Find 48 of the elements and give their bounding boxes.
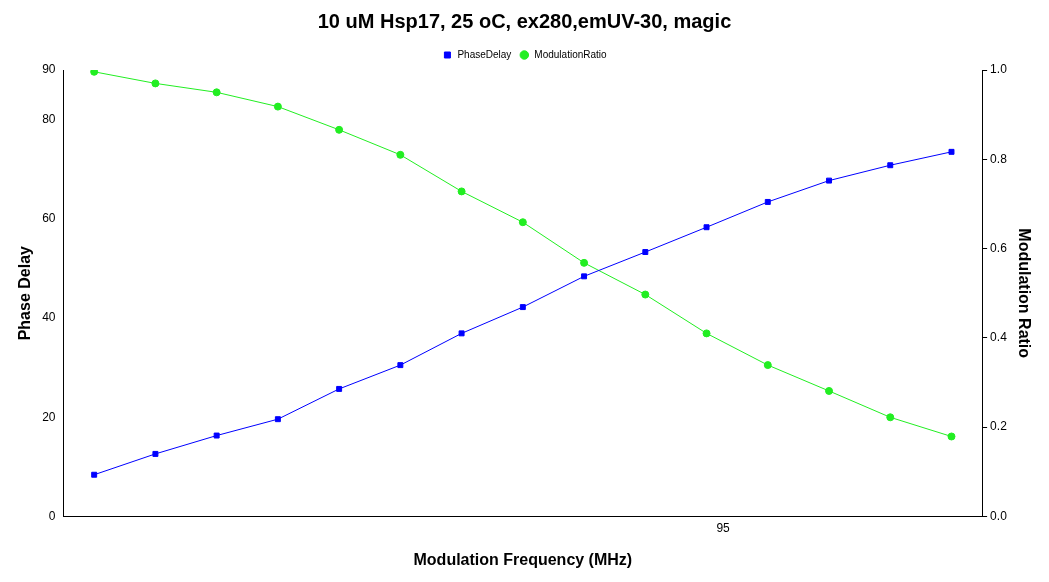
- y2-tick-label: 0.2: [990, 419, 1008, 434]
- point: [458, 330, 465, 337]
- point: [580, 258, 589, 267]
- y-tick-label: 80: [42, 111, 56, 126]
- point: [702, 329, 711, 338]
- point: [397, 362, 404, 369]
- point: [151, 79, 160, 88]
- point: [764, 198, 771, 205]
- y2-tick-label: 0.6: [990, 240, 1008, 255]
- point: [212, 88, 221, 97]
- point: [947, 432, 956, 441]
- y-tick-label: 90: [42, 62, 56, 77]
- point: [518, 218, 527, 227]
- point: [703, 224, 710, 231]
- y2-tick-label: 0.4: [990, 330, 1008, 345]
- point: [641, 290, 650, 299]
- point: [335, 125, 344, 134]
- point: [581, 273, 588, 280]
- point: [519, 304, 526, 311]
- point: [396, 150, 405, 159]
- point: [826, 177, 832, 184]
- y-axis-title: Phase Delay: [16, 245, 34, 341]
- point: [91, 471, 98, 478]
- point: [213, 432, 220, 439]
- point: [274, 416, 281, 423]
- y-tick-label: 20: [42, 409, 56, 424]
- point: [825, 386, 834, 395]
- point: [152, 450, 159, 457]
- y-tick-label: 0: [48, 508, 56, 523]
- point: [886, 413, 895, 422]
- point: [336, 385, 343, 392]
- text: 95: [716, 520, 731, 535]
- y-tick-label: 40: [42, 310, 56, 325]
- legend-label: ModulationRatio: [534, 48, 608, 60]
- y2-tick-label: 0.8: [990, 151, 1008, 166]
- chart-title: 10 uM Hsp17, 25 oC, ex280,emUV-30, magic: [317, 9, 732, 32]
- x-axis-title: Modulation Frequency (MHz): [413, 550, 633, 568]
- point: [273, 102, 282, 111]
- point: [763, 361, 772, 370]
- point: [457, 187, 466, 196]
- point: [948, 148, 955, 155]
- y-tick-label: 60: [42, 211, 56, 226]
- y2-tick-label: 1.0: [990, 62, 1008, 77]
- y2-axis-title: Modulation Ratio: [1015, 228, 1033, 359]
- point: [887, 162, 894, 169]
- y2-tick-label: 0.0: [990, 508, 1008, 523]
- legend-label: PhaseDelay: [457, 48, 512, 60]
- point: [642, 249, 649, 256]
